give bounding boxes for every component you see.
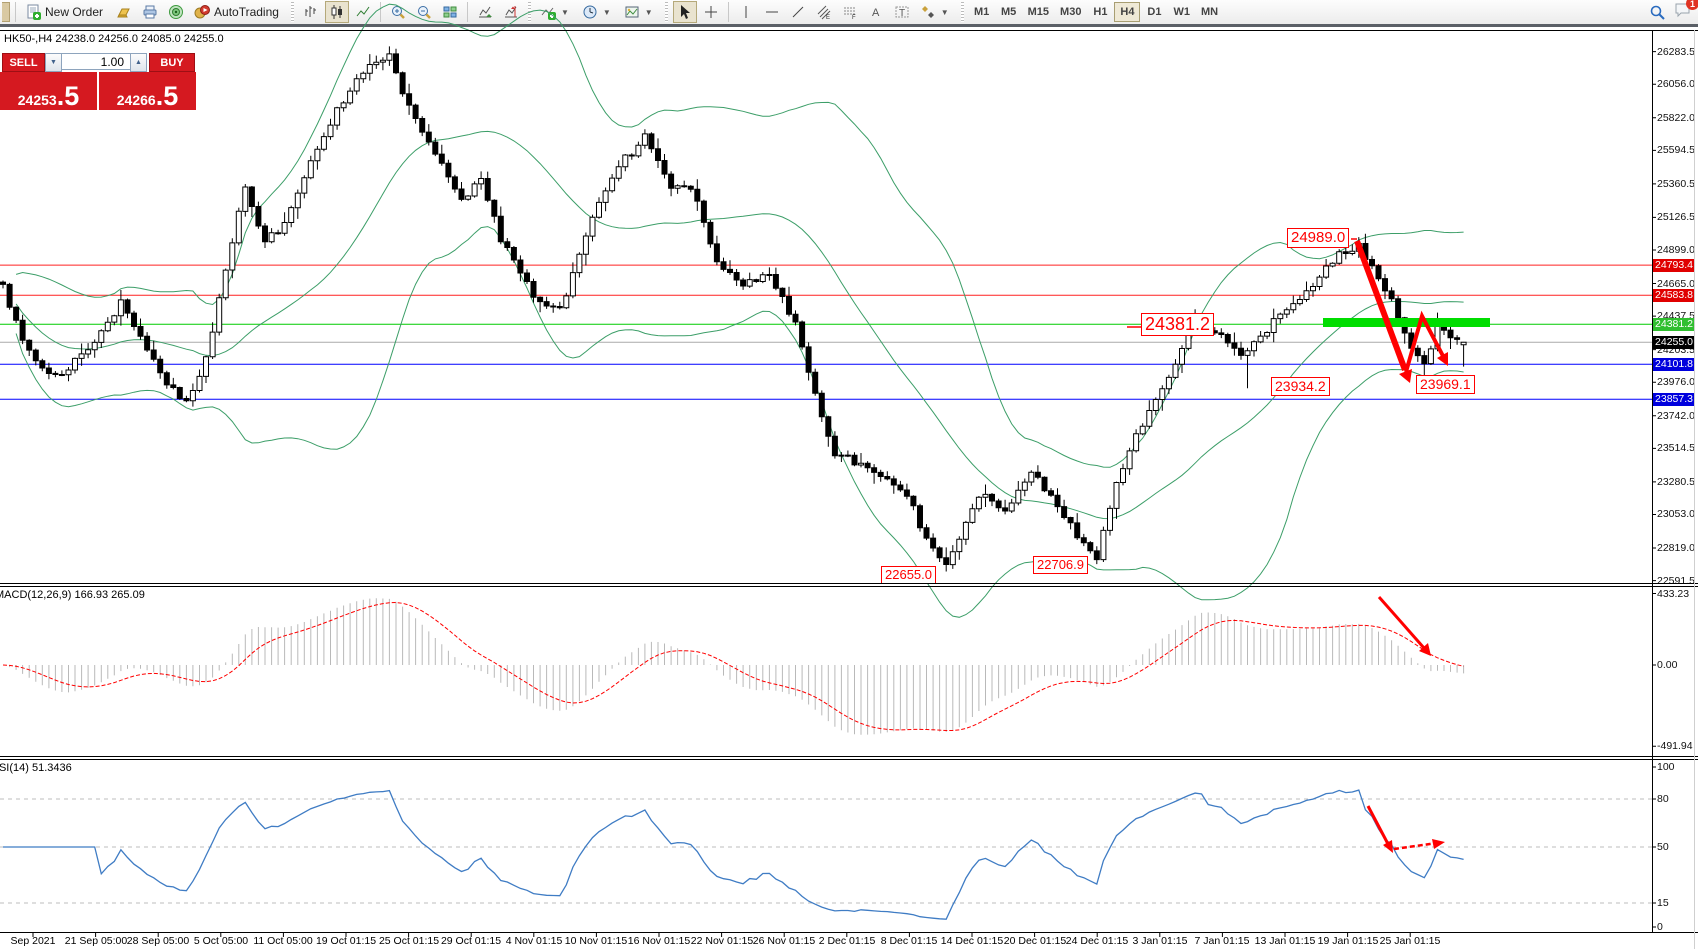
print-button[interactable] — [138, 1, 162, 23]
timeframe-M5[interactable]: M5 — [996, 2, 1022, 22]
dropdown-arrow-icon: ▼ — [560, 7, 569, 17]
templates-button[interactable]: ▼ — [620, 1, 660, 23]
shapes-icon — [921, 6, 934, 18]
svg-text:T: T — [899, 8, 905, 19]
printer-icon — [143, 5, 157, 19]
dropdown-arrow-icon: ▼ — [602, 7, 611, 17]
autotrading-button[interactable]: AutoTrading — [190, 1, 286, 23]
channel-icon: E — [817, 5, 831, 20]
zoom-in-button[interactable] — [386, 1, 410, 23]
autotrading-label: AutoTrading — [214, 5, 279, 19]
template-icon — [625, 6, 639, 18]
notifications-button[interactable]: 1 — [1674, 0, 1698, 23]
timeframe-M1[interactable]: M1 — [969, 2, 995, 22]
candlestick-chart-button[interactable] — [324, 1, 349, 23]
auto-scroll-button[interactable] — [473, 1, 497, 23]
vline-icon — [745, 6, 747, 18]
timeframe-H1[interactable]: H1 — [1087, 2, 1113, 22]
clipped-icon — [2, 2, 10, 22]
line-chart-icon — [356, 6, 370, 17]
crosshair-tool-button[interactable] — [699, 1, 723, 23]
new-order-icon — [27, 4, 41, 20]
toolbar-separator — [466, 2, 468, 22]
svg-text:A: A — [872, 7, 880, 19]
toolbar-separator — [727, 2, 729, 22]
toolbar-grip — [290, 2, 294, 22]
auto-scroll-icon — [478, 6, 492, 18]
arrows-tool-button[interactable]: ▼ — [916, 1, 956, 23]
tile-windows-icon — [443, 6, 457, 18]
fibonacci-tool-button[interactable]: F — [838, 1, 862, 23]
toolbar-grip — [960, 2, 964, 22]
toolbar-separator — [15, 2, 16, 22]
toolbar-grip — [664, 2, 668, 22]
text-tool-button[interactable]: A — [864, 1, 888, 23]
candles-icon — [331, 5, 342, 19]
zoom-out-button[interactable] — [412, 1, 436, 23]
zoom-out-icon — [417, 6, 431, 19]
svg-text:F: F — [852, 15, 856, 20]
zoom-in-icon — [391, 6, 405, 19]
trendline-tool-button[interactable] — [786, 1, 810, 23]
text-icon: A — [872, 7, 880, 19]
market-watch-button[interactable] — [112, 1, 136, 23]
clock-icon — [583, 5, 597, 19]
chart-shift-icon — [504, 6, 517, 18]
signal-icon — [169, 5, 184, 19]
timeframe-D1[interactable]: D1 — [1141, 2, 1167, 22]
vertical-line-tool-button[interactable] — [734, 1, 758, 23]
trendline-icon — [792, 6, 804, 18]
gold-bar-icon — [117, 8, 130, 18]
hline-icon — [765, 11, 778, 13]
label-icon: T — [895, 6, 909, 19]
svg-text:E: E — [826, 15, 830, 20]
tile-windows-button[interactable] — [438, 1, 462, 23]
horizontal-line-tool-button[interactable] — [760, 1, 784, 23]
timeframe-M30[interactable]: M30 — [1055, 2, 1086, 22]
bars-icon — [305, 6, 316, 17]
signals-button[interactable] — [164, 1, 188, 23]
search-icon[interactable] — [1649, 4, 1666, 21]
cursor-tool-button[interactable] — [672, 1, 697, 23]
chart-shift-button[interactable] — [499, 1, 523, 23]
new-order-button[interactable]: New Order — [21, 1, 110, 23]
timeframe-M15[interactable]: M15 — [1023, 2, 1054, 22]
bar-chart-button[interactable] — [299, 1, 323, 23]
timeframe-W1[interactable]: W1 — [1168, 2, 1195, 22]
timeframe-H4[interactable]: H4 — [1114, 2, 1141, 22]
cursor-icon — [680, 5, 690, 19]
main-toolbar: New Order AutoTrading ▼ — [0, 0, 1698, 27]
text-label-tool-button[interactable]: T — [890, 1, 914, 23]
new-order-label: New Order — [45, 5, 104, 19]
line-chart-button[interactable] — [351, 1, 375, 23]
crosshair-icon — [704, 6, 717, 18]
dropdown-arrow-icon: ▼ — [644, 7, 653, 17]
channel-tool-button[interactable]: E — [812, 1, 836, 23]
timeframe-MN[interactable]: MN — [1196, 2, 1223, 22]
toolbar-separator — [379, 2, 381, 22]
notification-badge: 1 — [1686, 0, 1698, 10]
dropdown-arrow-icon: ▼ — [940, 7, 949, 17]
timeframe-bar: M1 M5 M15 M30 H1 H4 D1 W1 MN — [969, 2, 1223, 22]
autotrading-icon — [194, 5, 211, 19]
periods-button[interactable]: ▼ — [578, 1, 618, 23]
fibonacci-icon: F — [843, 7, 856, 20]
